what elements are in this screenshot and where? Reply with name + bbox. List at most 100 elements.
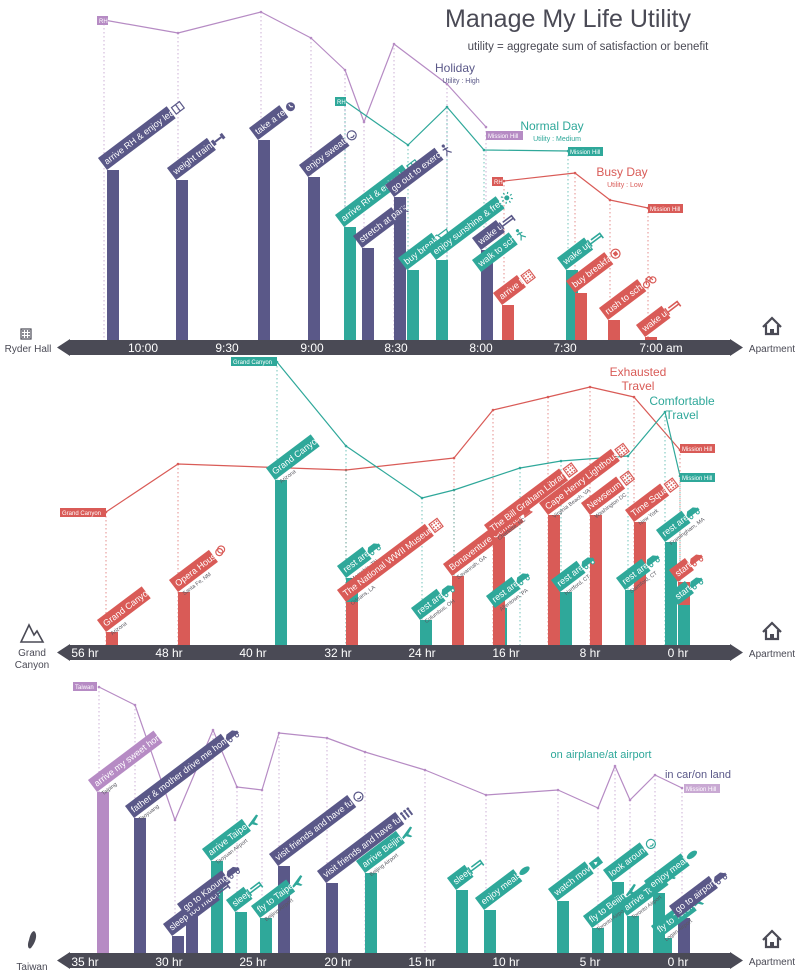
event-stem xyxy=(178,592,190,645)
point-label-bg xyxy=(648,204,683,213)
building-icon xyxy=(619,470,636,486)
event-flag-bg xyxy=(598,279,647,320)
point-label-text: Taiwan xyxy=(75,685,94,691)
book-icon xyxy=(170,100,186,115)
event-flag-bg xyxy=(298,133,350,177)
event-flag-bg xyxy=(485,576,521,608)
legend-name: on airplane/at airport xyxy=(551,749,652,761)
legend-name: Busy Day xyxy=(596,165,647,179)
point-label-text: RH xyxy=(99,19,108,25)
event-flag-bg xyxy=(492,274,526,305)
axis-tick-label: 30 hr xyxy=(155,955,182,969)
event-flag-bg xyxy=(668,557,694,582)
event-flag-bg xyxy=(471,232,518,272)
utility-line xyxy=(276,361,681,499)
event-stem xyxy=(407,270,419,340)
event-stem xyxy=(560,592,572,645)
event-flag: arrive RH & enjoy learning xyxy=(97,95,192,170)
event-stem xyxy=(481,250,493,340)
bed-icon xyxy=(467,859,485,875)
clock-icon xyxy=(286,102,296,112)
people-icon xyxy=(400,807,414,821)
point-label-bg xyxy=(73,682,97,691)
axis-arrow-left xyxy=(57,339,70,356)
point-label: Mission Hill xyxy=(680,444,715,453)
point-label-text: Mission Hill xyxy=(650,207,680,213)
event-stem xyxy=(365,873,377,953)
event-stem xyxy=(575,293,587,340)
event-stem xyxy=(456,890,468,953)
destination-label: Apartment xyxy=(749,344,795,355)
house-icon xyxy=(762,621,782,641)
axis-tick-label: 15 hr xyxy=(408,955,435,969)
event-flag-bg xyxy=(265,434,320,480)
event-flag-bg xyxy=(624,483,670,522)
smile-icon xyxy=(346,130,357,141)
walk-icon xyxy=(515,229,527,241)
event-flag-bg xyxy=(602,842,649,882)
event-stem xyxy=(627,916,639,953)
legend-name: Holiday xyxy=(435,61,475,75)
event-stem xyxy=(645,337,657,340)
point-label-bg xyxy=(60,508,106,517)
event-flag-bg xyxy=(565,252,614,293)
point-label-text: Mission Hill xyxy=(488,134,518,140)
event-label: look around xyxy=(607,842,651,878)
page-subtitle: utility = aggregate sum of satisfaction … xyxy=(468,41,709,53)
event-flag-bg xyxy=(538,448,620,515)
event-flag: go out to exercise xyxy=(384,143,452,197)
event-flag: start xyxy=(668,577,704,605)
car-icon xyxy=(689,577,704,590)
event-stem xyxy=(326,883,338,953)
axis-tick-label: 40 hr xyxy=(239,646,266,660)
point-label-text: Grand Canyon xyxy=(62,511,101,517)
legend-sub: Utility : High xyxy=(442,78,479,85)
event-flag-bg xyxy=(201,818,251,861)
event-flag-bg xyxy=(336,523,434,602)
axis-tick-label: 5 hr xyxy=(580,955,601,969)
point-label: Taiwan xyxy=(73,682,97,691)
bed-icon xyxy=(498,214,516,230)
event-flag: enjoy meals xyxy=(474,866,530,910)
point-label-bg xyxy=(97,16,108,25)
origin-label: Canyon xyxy=(15,660,49,671)
event-flag-bg xyxy=(668,875,718,918)
car-icon xyxy=(226,866,240,879)
event-stem xyxy=(362,248,374,340)
event-stem xyxy=(176,180,188,340)
event-stem xyxy=(134,818,146,953)
legend-sub: Utility : Medium xyxy=(533,136,581,143)
event-flag: watch movies xyxy=(547,856,604,901)
car-icon xyxy=(367,543,381,556)
event-flag-bg xyxy=(176,870,231,916)
event-flag-bg xyxy=(87,730,163,792)
event-flag: take a rest xyxy=(248,102,296,140)
axis-tick-label: 8:30 xyxy=(384,341,408,355)
axis-tick-label: 9:30 xyxy=(215,341,239,355)
event-flag-bg xyxy=(97,106,176,170)
event-label: arrive my sweet home xyxy=(92,727,168,788)
event-stem xyxy=(258,140,270,340)
point-label-text: Grand Canyon xyxy=(233,360,272,366)
axis-tick-label: 16 hr xyxy=(492,646,519,660)
event-stem xyxy=(678,605,690,645)
event-flag: start xyxy=(668,554,704,582)
event-stem xyxy=(106,632,118,645)
axis-tick-label: 8 hr xyxy=(580,646,601,660)
event-flag-bg xyxy=(426,196,505,260)
event-stem xyxy=(275,480,287,645)
axis-tick-label: 20 hr xyxy=(324,955,351,969)
event-label: Grand Canyon xyxy=(101,585,154,628)
event-label: enjoy meals xyxy=(648,852,693,889)
axis-arrow-left xyxy=(57,644,70,661)
event-flag-bg xyxy=(96,586,151,632)
event-flag-bg xyxy=(556,237,594,270)
event-stem xyxy=(186,916,198,953)
axis-tick-label: 8:00 xyxy=(469,341,493,355)
event-stem xyxy=(344,227,356,340)
stretch-icon xyxy=(398,203,409,216)
event-flag-bg xyxy=(124,733,230,818)
point-label-text: Mission Hill xyxy=(686,787,716,793)
